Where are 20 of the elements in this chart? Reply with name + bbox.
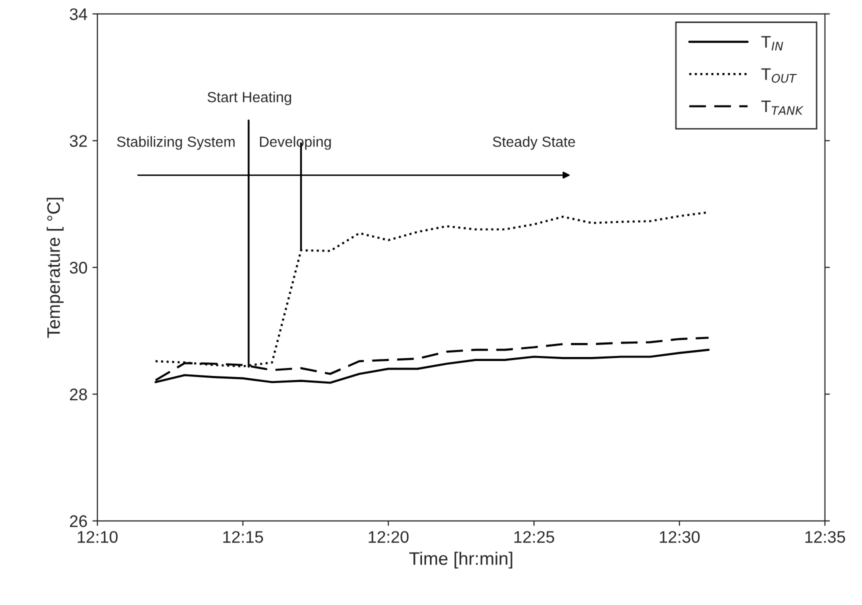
annotation: Steady State <box>492 136 576 150</box>
y-tick-label: 34 <box>70 8 88 20</box>
x-tick-label: 12:25 <box>514 531 554 543</box>
annotation: Developing <box>260 136 331 150</box>
x-tick-label: 12:35 <box>805 531 846 543</box>
x-axis-title: Time [hr:min] <box>409 552 512 569</box>
legend-label: T$_{OUT}$ <box>761 68 797 83</box>
x-tick-label: 12:15 <box>223 531 264 543</box>
y-tick-label: 26 <box>70 515 87 528</box>
y-tick-label: 28 <box>70 388 87 400</box>
legend-label: T$_{IN}$ <box>761 36 784 50</box>
legend-label: T$_{TANK}$ <box>761 100 804 115</box>
y-tick-label: 32 <box>70 135 87 147</box>
x-tick-label: 12:20 <box>368 531 409 543</box>
x-tick-label: 12:30 <box>660 531 700 543</box>
x-tick-label: 12:10 <box>78 531 118 543</box>
y-tick-label: 30 <box>70 262 88 274</box>
annotation: Start Heating <box>208 92 292 106</box>
annotation: Stabilizing System <box>117 136 235 150</box>
y-axis-title: Temperature [ °C] <box>46 198 64 338</box>
